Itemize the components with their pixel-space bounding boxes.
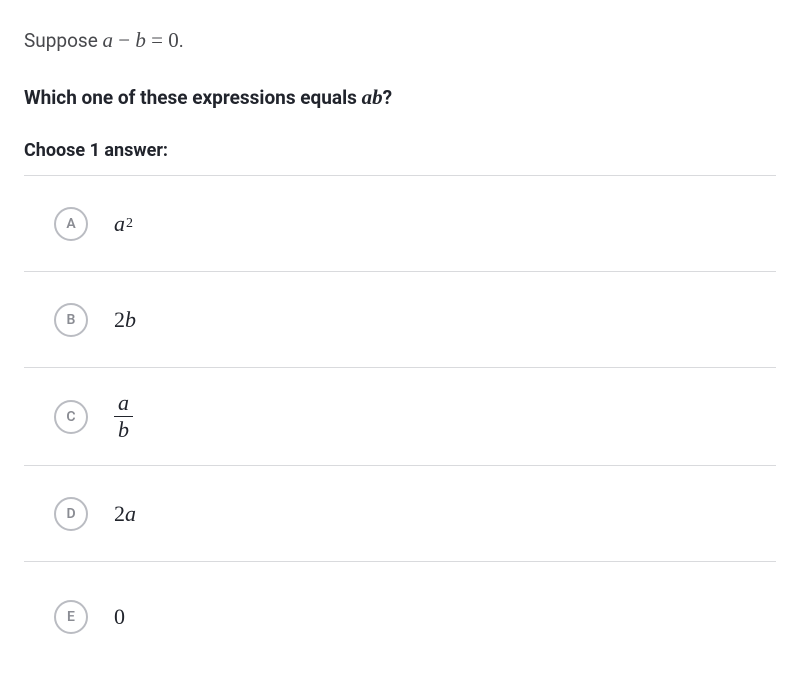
prompt-eq: = 0 <box>146 28 179 52</box>
prompt-var-b: b <box>135 28 146 52</box>
question-var-b: b <box>372 85 383 109</box>
answer-option-e[interactable]: E 0 <box>24 562 776 658</box>
prompt-var-a: a <box>103 28 114 52</box>
option-d-var: a <box>125 501 136 527</box>
answer-option-c[interactable]: C a b <box>24 368 776 466</box>
option-content-e: 0 <box>114 604 125 630</box>
option-b-var: b <box>125 307 136 333</box>
option-a-base: a <box>114 211 125 237</box>
option-content-d: 2a <box>114 501 136 527</box>
option-c-fraction: a b <box>114 392 133 441</box>
option-letter-e: E <box>54 600 88 634</box>
question-text: Which one of these expressions equals ab… <box>24 85 776 110</box>
prompt-text: Suppose a − b = 0. <box>24 28 776 53</box>
option-a-sup: 2 <box>126 216 133 232</box>
option-letter-c: C <box>54 400 88 434</box>
option-c-den: b <box>114 416 133 441</box>
prompt-minus: − <box>113 28 135 52</box>
question-prefix: Which one of these expressions equals <box>24 86 362 109</box>
choose-label: Choose 1 answer: <box>24 140 776 161</box>
option-content-b: 2b <box>114 307 136 333</box>
option-letter-a: A <box>54 207 88 241</box>
option-letter-b: B <box>54 303 88 337</box>
answer-option-b[interactable]: B 2b <box>24 272 776 368</box>
option-b-coef: 2 <box>114 307 125 333</box>
prompt-prefix: Suppose <box>24 29 103 52</box>
option-letter-d: D <box>54 497 88 531</box>
question-var-a: a <box>362 85 373 109</box>
option-content-a: a2 <box>114 211 133 237</box>
option-d-coef: 2 <box>114 501 125 527</box>
answer-option-d[interactable]: D 2a <box>24 466 776 562</box>
option-e-val: 0 <box>114 604 125 630</box>
option-content-c: a b <box>114 392 133 441</box>
option-c-num: a <box>114 392 133 416</box>
answer-option-a[interactable]: A a2 <box>24 176 776 272</box>
prompt-suffix: . <box>179 29 184 52</box>
answer-list: A a2 B 2b C a b D 2a E 0 <box>24 175 776 658</box>
question-suffix: ? <box>383 86 392 109</box>
